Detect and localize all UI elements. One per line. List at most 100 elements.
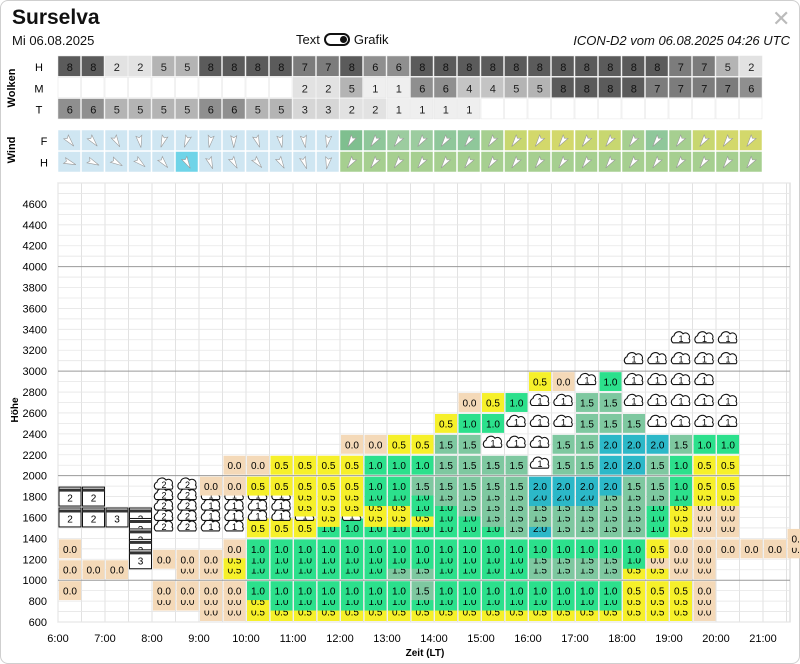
cloud-icon-value: 1: [655, 355, 660, 365]
thermal-cell: [247, 476, 269, 496]
cloud-cell-value: 5: [184, 62, 190, 74]
thermal-cell-value: 0.5: [322, 503, 336, 514]
cloud-icon-value: 1: [725, 355, 730, 365]
thermal-cell-value: 0.5: [533, 608, 547, 619]
thermal-cloud-icon: [224, 498, 244, 511]
cloud-cell: [645, 55, 669, 77]
thermal-cell-value: 1.0: [298, 597, 312, 608]
thermal-cell: [717, 476, 739, 496]
thermal-cell-value: 1.0: [486, 524, 500, 535]
cloud-cell-value: 8: [584, 62, 590, 74]
thermal-cell-value: 0.5: [392, 503, 406, 514]
cloud-icon-value: 1: [702, 397, 707, 407]
thermal-cell: [576, 476, 598, 496]
toggle-text-label[interactable]: Text: [296, 32, 320, 47]
view-toggle[interactable]: Text Grafik: [296, 32, 389, 47]
close-icon[interactable]: ✕: [772, 6, 791, 31]
cloud-cell-value: 7: [725, 83, 731, 95]
thermal-cell: [341, 434, 363, 454]
thermal-cell-value: 1.0: [392, 461, 406, 472]
cloud-cell: [551, 98, 575, 120]
cloud-cell-value: 8: [349, 62, 355, 74]
thermal-cloud-icon: [153, 519, 174, 532]
thermal-cell-value: 1.0: [510, 399, 524, 410]
thermal-cell-value: 0.5: [228, 555, 242, 566]
thermal-cell-value: 1.5: [604, 493, 618, 504]
thermal-cell-value: 2.0: [627, 461, 641, 472]
thermal-cell-value: 0.0: [721, 524, 735, 535]
thermal-cell: [294, 455, 316, 475]
thermal-cloud-icon: [694, 352, 714, 365]
thermal-cell-value: 1.5: [627, 482, 641, 493]
thermal-cell-value: 0.5: [322, 513, 336, 524]
thermal-cloud-icon: [200, 508, 221, 522]
thermal-cell-value: 1.5: [510, 493, 524, 504]
cloud-cell: [598, 98, 622, 120]
thermal-cloud-icon: [506, 414, 526, 427]
wind-arrow-icon: [276, 134, 284, 148]
cloud-cell: [175, 77, 199, 98]
cloud-cell-value: 8: [607, 62, 613, 74]
thermal-cell-value: 0.0: [721, 513, 735, 524]
thermal-cloud-icon: [177, 487, 197, 501]
cloud-icon-value: 2: [161, 480, 166, 490]
thermal-cloud-icon: [271, 498, 291, 511]
thermal-cell: [670, 539, 692, 559]
thermal-cell-value: 1.0: [463, 597, 477, 608]
thermal-cell-value: 0.5: [674, 524, 688, 535]
thermal-cell: [247, 455, 269, 475]
cloud-cell: [198, 77, 222, 98]
cloud-cell: [57, 55, 81, 77]
cloud-cell-value: 7: [325, 62, 331, 74]
thermal-cell: [388, 434, 410, 454]
thermal-cell: [646, 434, 669, 454]
thermal-cell: [458, 434, 481, 454]
thermal-cell-value: 1.0: [392, 597, 406, 608]
cloud-icon-value: 1: [514, 417, 519, 427]
cloud-cell-value: 2: [137, 62, 143, 74]
x-tick-label: 12:00: [326, 633, 354, 645]
thermal-cell-value: 1.5: [627, 419, 641, 430]
thermal-cell-value: 0.0: [157, 587, 171, 598]
thermal-cell-value: 0.0: [181, 587, 195, 598]
wind-arrow-icon: [652, 134, 663, 147]
cloud-cell: [339, 55, 363, 77]
thermal-cell-value: 1.0: [416, 493, 430, 504]
thermal-cell: [552, 539, 575, 559]
cloud-icon-value: 1: [655, 397, 660, 407]
thermal-cell: [153, 549, 175, 569]
thermal-cell: [599, 476, 622, 496]
y-tick-label: 2400: [23, 429, 47, 441]
wind-arrow-icon: [746, 155, 757, 169]
view-toggle-switch[interactable]: [323, 33, 350, 46]
cloud-icon-value: 2: [185, 480, 190, 490]
thermal-cell-value: 1.0: [533, 597, 547, 608]
thermal-cell: [599, 455, 622, 475]
thermal-cell-value: 0.5: [674, 587, 688, 598]
thermal-cell-value: 0.0: [345, 440, 359, 451]
cloud-base-value: 2: [91, 514, 97, 525]
cloud-cell-value: 8: [231, 62, 237, 74]
cloud-icon-value: 2: [185, 511, 190, 521]
cloud-icon-value: 2: [185, 522, 190, 532]
thermal-cloud-icon: [200, 519, 221, 532]
thermal-cell-value: 1.0: [580, 597, 594, 608]
thermal-cloud-icon: [717, 352, 738, 365]
thermal-cell-value: 1.0: [345, 524, 359, 535]
toggle-graphic-label[interactable]: Grafik: [353, 32, 389, 47]
thermal-cell: [693, 434, 716, 454]
thermal-cell-value: 2.0: [557, 482, 571, 493]
cloud-cell: [551, 77, 575, 98]
thermal-cell-value: 1.5: [651, 461, 665, 472]
y-axis-title: Höhe: [10, 397, 21, 422]
cloud-cell: [645, 77, 669, 98]
thermal-cell-value: 0.5: [251, 597, 265, 608]
thermal-cell-value: 0.5: [486, 399, 500, 410]
thermal-cell: [529, 372, 551, 392]
cloud-cell-value: 7: [678, 83, 684, 95]
thermal-cell-value: 0.0: [674, 555, 688, 566]
cloud-base-value: 3: [114, 514, 120, 525]
thermal-cell-value: 0.5: [392, 440, 406, 451]
cloud-cell-value: 6: [419, 83, 425, 95]
cloud-row-label: T: [36, 105, 43, 117]
